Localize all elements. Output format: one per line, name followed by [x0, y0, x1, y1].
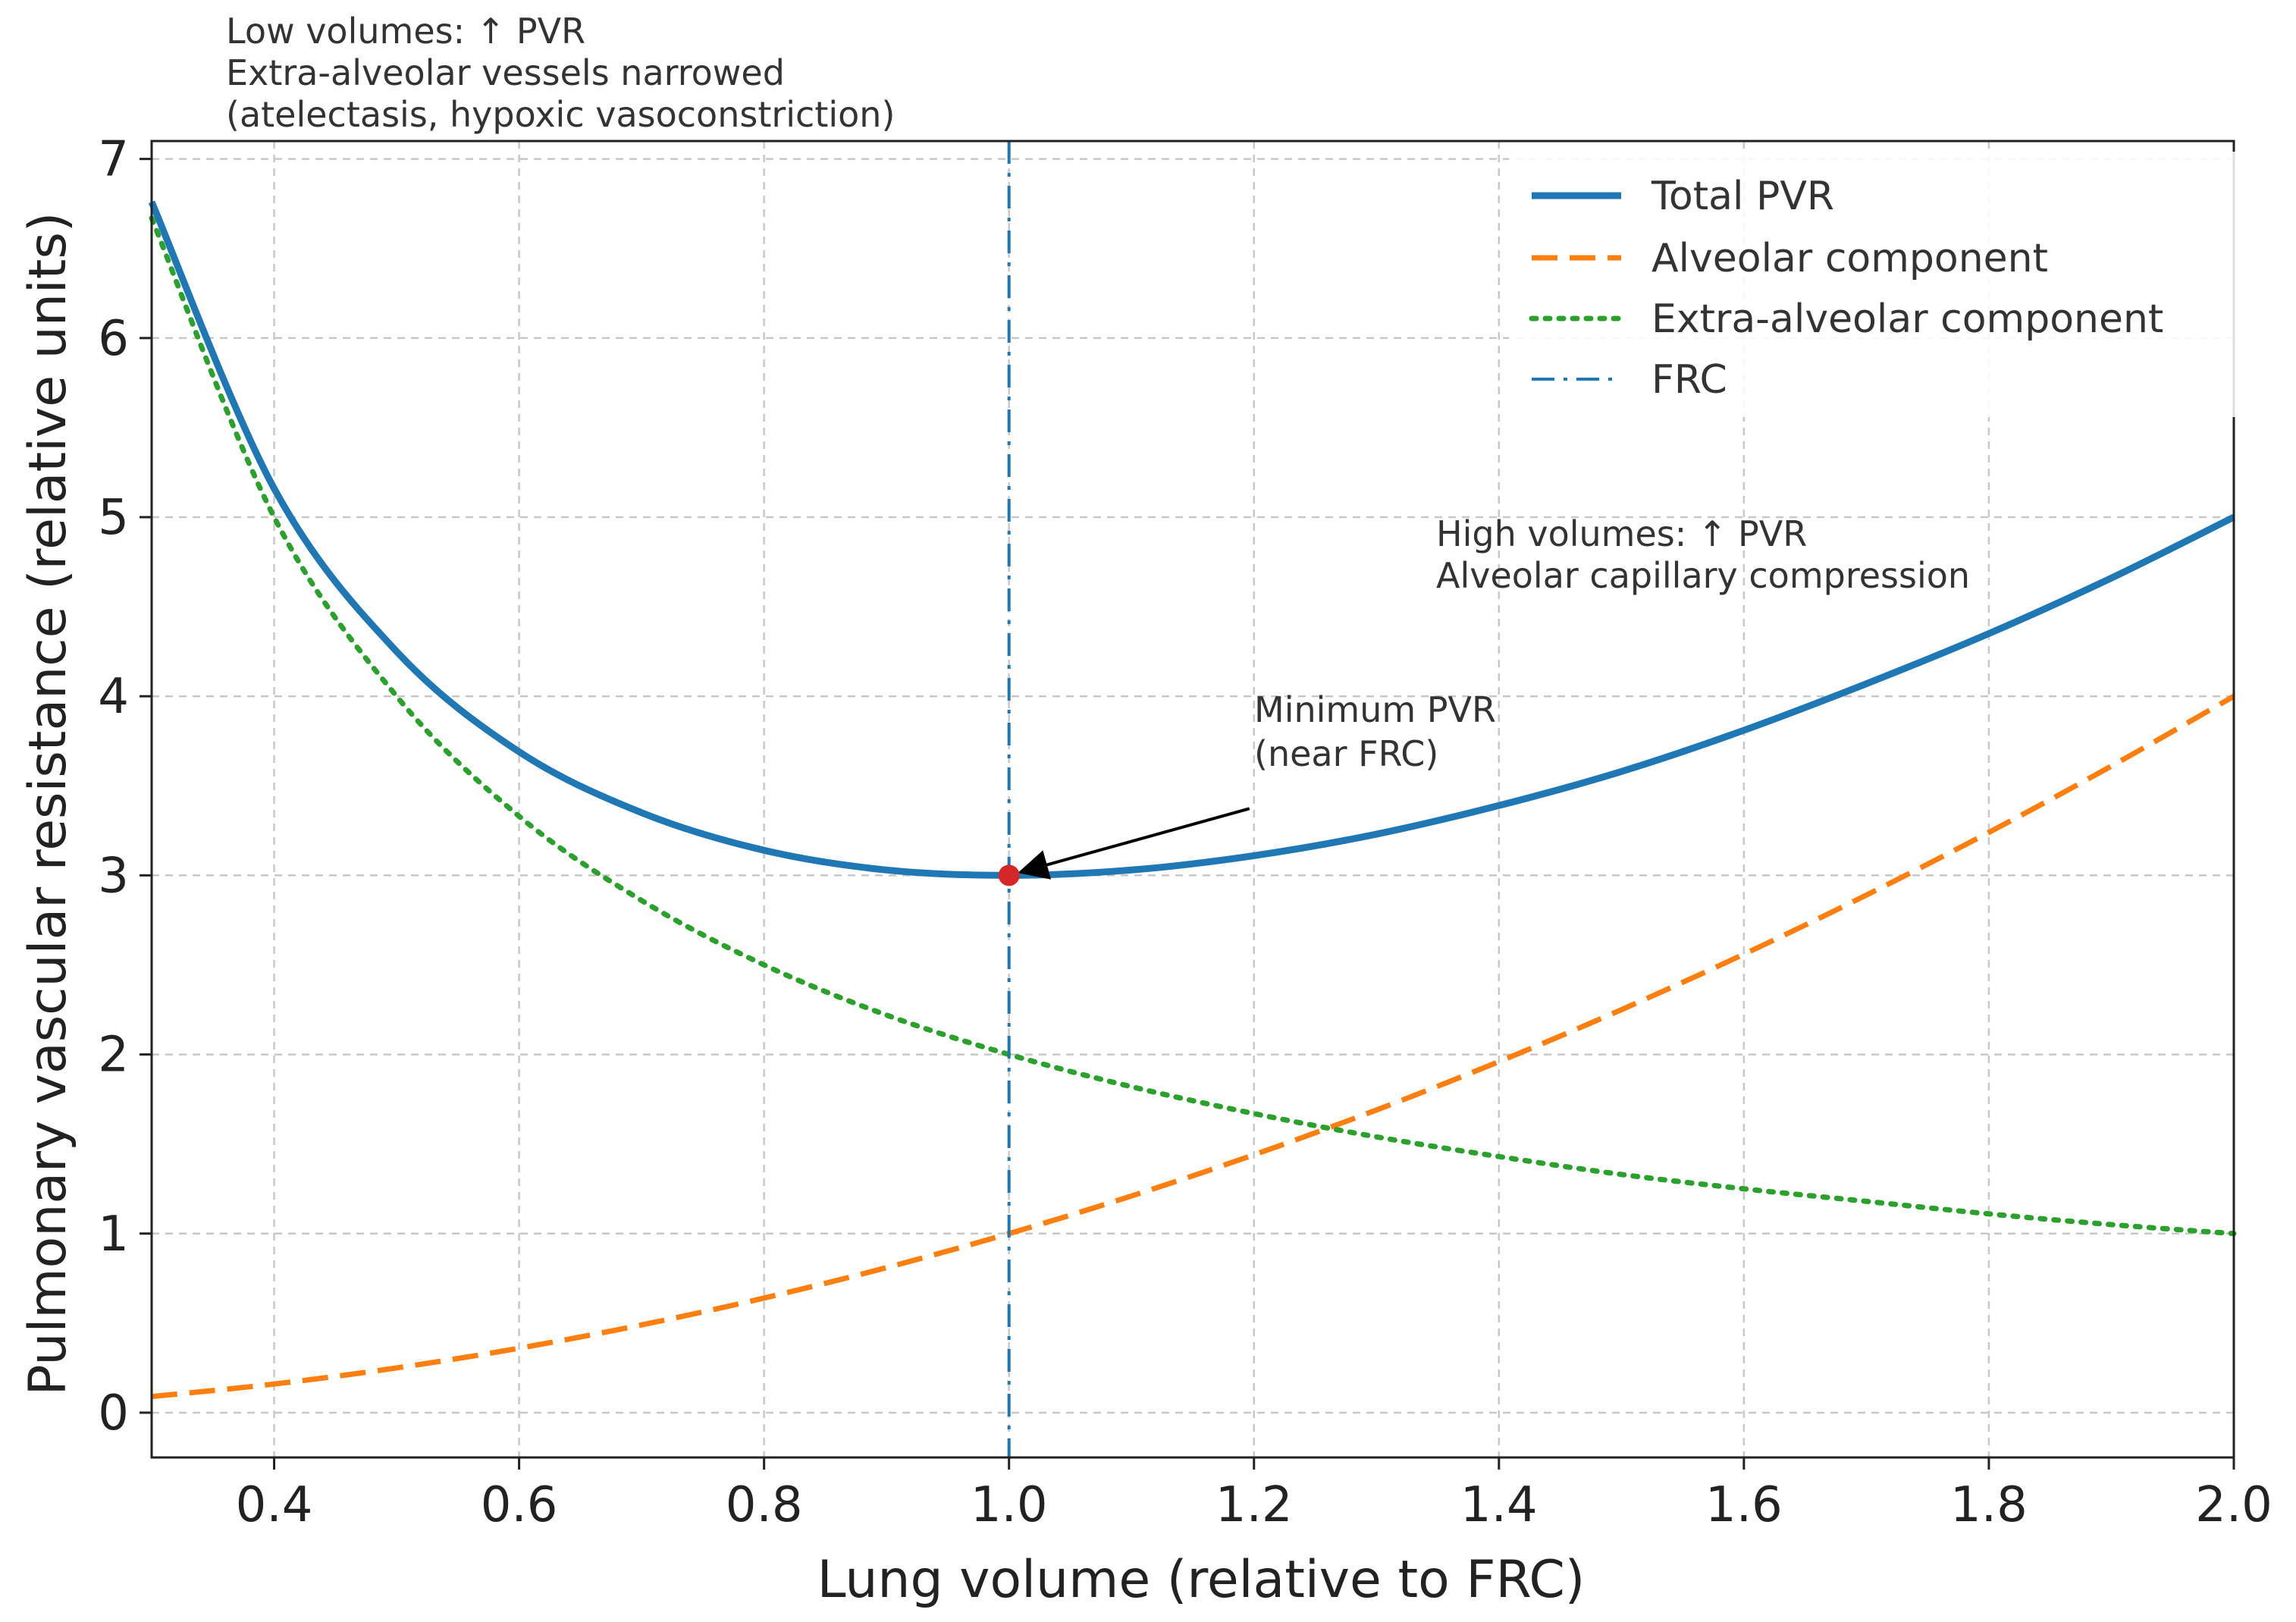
y-tick-label: 5 [98, 490, 129, 546]
annotation-line: (near FRC) [1254, 733, 1438, 774]
annotation-line: Extra-alveolar vessels narrowed [226, 52, 785, 93]
legend-background [1509, 152, 2260, 417]
minimum-point-marker [998, 864, 1020, 886]
legend: Total PVR Alveolar component Extra-alveo… [1509, 152, 2260, 417]
x-tick-label: 1.8 [1950, 1477, 2028, 1533]
y-tick-label: 2 [98, 1027, 129, 1084]
x-axis-ticks: 0.4 0.6 0.8 1.0 1.2 1.4 1.6 1.8 2.0 [236, 1457, 2272, 1533]
y-tick-label: 6 [98, 311, 129, 367]
annotation-low-volumes: Low volumes: ↑ PVR Extra-alveolar vessel… [226, 11, 895, 135]
annotation-line: High volumes: ↑ PVR [1436, 513, 1807, 554]
y-tick-label: 1 [98, 1206, 129, 1263]
x-tick-label: 1.0 [971, 1477, 1048, 1533]
series-alveolar-component [151, 694, 2235, 1400]
legend-item-extra-alveolar: Extra-alveolar component [1529, 296, 2163, 342]
y-axis-ticks: 0 1 2 3 4 5 6 7 [98, 132, 152, 1442]
series-extra-alveolar-component [149, 215, 2237, 1237]
y-axis-label: Pulmonary vascular resistance (relative … [18, 212, 78, 1396]
y-tick-label: 7 [98, 132, 129, 188]
legend-item-total-pvr: Total PVR [1532, 174, 1834, 219]
x-axis-label: Lung volume (relative to FRC) [817, 1550, 1586, 1610]
legend-item-frc: FRC [1532, 357, 1727, 403]
series-layer [148, 200, 2237, 1400]
annotation-line: (atelectasis, hypoxic vasoconstriction) [226, 94, 895, 135]
legend-label-total: Total PVR [1651, 174, 1834, 219]
x-tick-label: 0.8 [726, 1477, 803, 1533]
annotation-line: Minimum PVR [1254, 689, 1496, 730]
annotation-minimum-pvr: Minimum PVR (near FRC) [1018, 689, 1496, 880]
y-tick-label: 4 [98, 669, 129, 725]
x-tick-label: 1.4 [1460, 1477, 1538, 1533]
annotation-high-volumes: High volumes: ↑ PVR Alveolar capillary c… [1436, 513, 1970, 596]
legend-label-extra-alveolar: Extra-alveolar component [1651, 296, 2163, 342]
y-tick-label: 3 [98, 848, 129, 904]
annotation-line: Alveolar capillary compression [1436, 555, 1970, 596]
legend-label-alveolar: Alveolar component [1651, 236, 2048, 281]
plot-frame [150, 140, 2235, 1459]
x-tick-label: 1.2 [1215, 1477, 1293, 1533]
x-tick-label: 2.0 [2195, 1477, 2272, 1533]
legend-label-frc: FRC [1651, 357, 1727, 403]
legend-item-alveolar: Alveolar component [1532, 236, 2048, 281]
series-total-pvr [148, 200, 2236, 879]
annotation-line: Low volumes: ↑ PVR [226, 11, 585, 52]
annotation-arrow [1018, 807, 1250, 880]
x-tick-label: 0.6 [481, 1477, 558, 1533]
x-tick-label: 0.4 [236, 1477, 313, 1533]
grid [152, 141, 2235, 1457]
x-tick-label: 1.6 [1705, 1477, 1783, 1533]
y-tick-label: 0 [98, 1385, 129, 1442]
